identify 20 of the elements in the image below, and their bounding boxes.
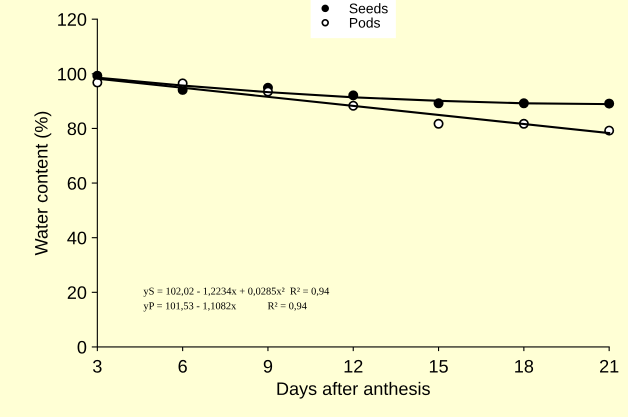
annotation: yP = 101,53 - 1,1082x R² = 0,94 xyxy=(144,302,307,312)
x-tick-label: 18 xyxy=(515,360,534,373)
legend-label: Seeds xyxy=(349,3,388,14)
x-tick-label: 21 xyxy=(600,360,618,373)
x-tick-label: 15 xyxy=(430,360,448,373)
y-tick-label: 0 xyxy=(78,340,86,354)
x-tick-label: 3 xyxy=(93,360,102,373)
y-tick-label: 40 xyxy=(67,232,86,244)
y-tick-label: 20 xyxy=(68,286,86,300)
y-axis-title: Water content (%) xyxy=(34,112,52,256)
y-tick-label: 100 xyxy=(58,68,86,81)
x-axis-title: Days after anthesis xyxy=(277,382,430,399)
x-tick-label: 9 xyxy=(264,360,272,373)
x-tick-label: 12 xyxy=(344,360,362,373)
y-tick-label: 60 xyxy=(68,176,86,190)
annotation: yS = 102,02 - 1,2234x + 0,0285x² R² = 0,94 xyxy=(144,288,330,297)
legend-label: Pods xyxy=(350,18,380,28)
x-tick-label: 6 xyxy=(178,360,187,373)
y-tick-label: 120 xyxy=(58,13,86,26)
y-tick-label: 80 xyxy=(68,122,86,136)
